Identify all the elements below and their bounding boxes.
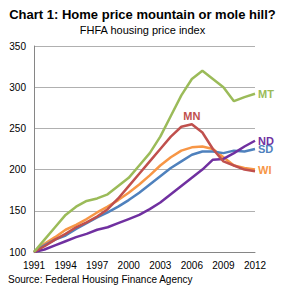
svg-text:2000: 2000 (118, 260, 141, 271)
svg-text:SD: SD (258, 143, 274, 155)
svg-text:2009: 2009 (212, 260, 235, 271)
svg-text:1991: 1991 (23, 260, 46, 271)
svg-text:250: 250 (9, 123, 26, 134)
svg-text:Chart 1: Home price mountain o: Chart 1: Home price mountain or mole hil… (9, 7, 276, 22)
svg-text:1997: 1997 (86, 260, 109, 271)
svg-text:MT: MT (258, 88, 274, 100)
svg-text:2012: 2012 (244, 260, 267, 271)
svg-text:FHFA housing price index: FHFA housing price index (80, 24, 206, 36)
svg-text:Source: Federal Housing Financ: Source: Federal Housing Finance Agency (8, 274, 193, 285)
svg-text:MN: MN (183, 110, 200, 122)
svg-text:300: 300 (9, 82, 26, 93)
svg-text:2006: 2006 (181, 260, 204, 271)
svg-text:2003: 2003 (149, 260, 172, 271)
svg-text:100: 100 (9, 247, 26, 258)
svg-text:200: 200 (9, 164, 26, 175)
svg-text:150: 150 (9, 205, 26, 216)
svg-text:WI: WI (258, 164, 271, 176)
svg-text:ND: ND (258, 135, 274, 147)
svg-text:1994: 1994 (54, 260, 77, 271)
svg-text:350: 350 (9, 41, 26, 52)
